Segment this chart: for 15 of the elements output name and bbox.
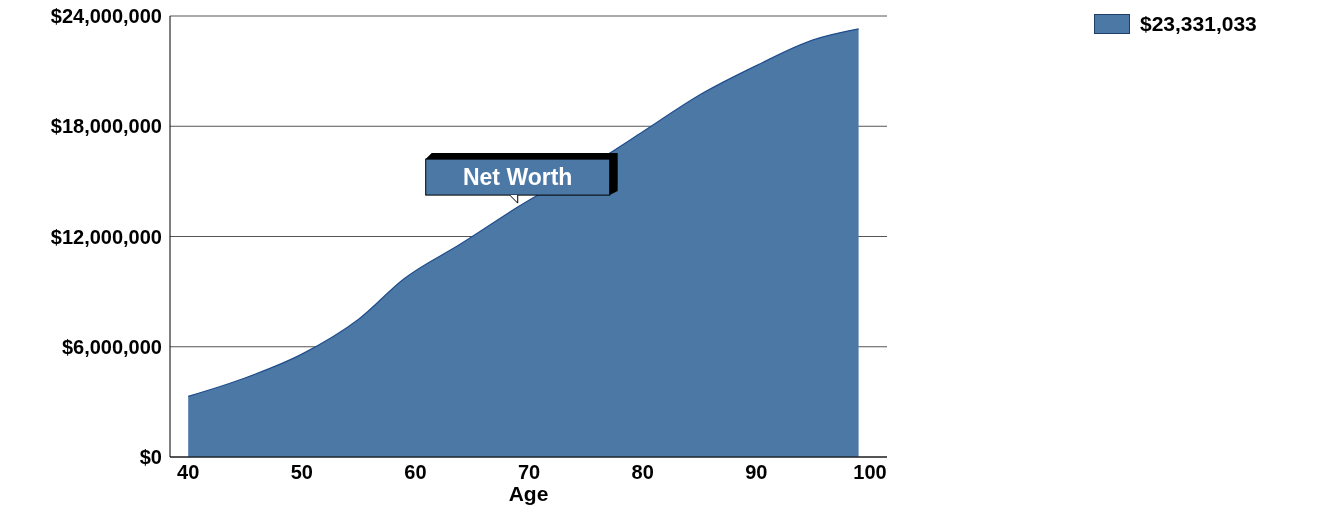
x-tick-label: 90 xyxy=(745,461,768,484)
y-tick-label: $24,000,000 xyxy=(50,5,162,28)
annotation: Net Worth xyxy=(462,164,573,191)
x-tick-label: 70 xyxy=(517,461,541,484)
y-tick-label: $12,000,000 xyxy=(50,225,162,248)
x-tick-label: 80 xyxy=(631,461,654,484)
text: $23,331,033 xyxy=(1140,12,1257,36)
y-tick-label: $18,000,000 xyxy=(50,115,162,138)
x-tick-label: 100 xyxy=(853,461,887,484)
x-tick-label: 40 xyxy=(177,461,200,484)
x-tick-label: 60 xyxy=(404,461,427,484)
x-tick-label: 50 xyxy=(290,461,313,484)
y-tick-label: $6,000,000 xyxy=(61,335,162,358)
x-axis-title: Age xyxy=(508,482,549,505)
y-tick-label: $0 xyxy=(139,446,162,469)
